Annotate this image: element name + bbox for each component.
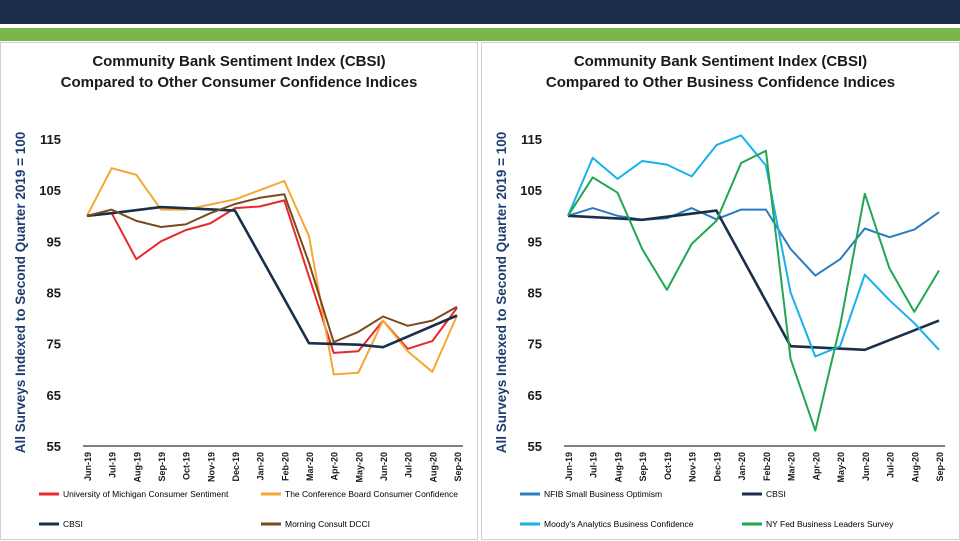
- chart-title-line1: Community Bank Sentiment Index (CBSI): [92, 53, 386, 70]
- x-tick-label: Jul-20: [404, 452, 414, 478]
- legend-label: Morning Consult DCCI: [285, 519, 370, 529]
- x-tick-label: Jan-20: [256, 452, 266, 481]
- y-tick-label: 95: [47, 234, 61, 249]
- legend-item: CBSI: [742, 489, 786, 499]
- business-confidence-line-chart: 115 105 95 85 75 65 55 All Surveys Indexed to S…: [494, 132, 945, 529]
- y-tick-label: 75: [47, 337, 61, 352]
- x-tick-label: Apr-20: [330, 452, 340, 481]
- y-tick-label: 55: [528, 439, 542, 454]
- x-tick-label: Sep-20: [453, 452, 463, 482]
- legend-item: The Conference Board Consumer Confidence: [261, 489, 458, 499]
- x-tick-label: Jul-19: [108, 452, 118, 478]
- y-axis: 115 105 95 85 75 65 55: [520, 132, 542, 454]
- business-confidence-chart-panel: Community Bank Sentiment Index (CBSI) Co…: [481, 42, 960, 540]
- x-tick-label: Sep-19: [638, 452, 648, 482]
- y-tick-label: 75: [528, 337, 542, 352]
- x-tick-label: Nov-19: [206, 452, 216, 482]
- legend-label: CBSI: [63, 519, 83, 529]
- x-tick-label: Nov-19: [688, 452, 698, 482]
- y-tick-label: 65: [528, 388, 542, 403]
- y-axis-title: All Surveys Indexed to Second Quarter 20…: [13, 132, 28, 454]
- series-line-morning-consult-dcci: [86, 193, 458, 344]
- x-tick-label: Feb-20: [280, 452, 290, 481]
- x-tick-label: Feb-20: [762, 452, 772, 481]
- consumer-confidence-line-chart: 115 105 95 85 75 65 55 All Surveys Indexed to S…: [13, 132, 463, 529]
- series-line-moody-s-analytics-business-confidence: [567, 134, 940, 358]
- y-tick-label: 105: [39, 183, 61, 198]
- x-tick-label: Mar-20: [305, 452, 315, 481]
- legend-label: NY Fed Business Leaders Survey: [766, 519, 894, 529]
- x-tick-label: Oct-19: [182, 452, 192, 480]
- legend: University of Michigan Consumer Sentimen…: [39, 489, 458, 529]
- series-line-ny-fed-business-leaders-survey: [567, 149, 940, 432]
- y-tick-label: 85: [528, 286, 542, 301]
- y-tick-label: 115: [521, 132, 542, 147]
- y-tick-label: 85: [47, 286, 61, 301]
- legend-item: University of Michigan Consumer Sentimen…: [39, 489, 229, 499]
- x-tick-label: May-20: [354, 452, 364, 483]
- x-tick-label: Jun-20: [861, 452, 871, 481]
- y-tick-label: 65: [47, 388, 61, 403]
- series-line-the-conference-board-consumer-confidence: [86, 167, 458, 376]
- chart-title-line2: Compared to Other Consumer Confidence In…: [60, 74, 418, 91]
- x-axis: Jun-19 Jul-19 Aug-19 Sep-19 Oct-19 Nov-19 Dec-…: [83, 452, 463, 483]
- x-tick-label: Aug-20: [428, 452, 438, 483]
- legend-item: NY Fed Business Leaders Survey: [742, 519, 894, 529]
- y-axis: 115 105 95 85 75 65 55: [39, 132, 61, 454]
- x-tick-label: Aug-20: [910, 452, 920, 483]
- x-tick-label: May-20: [836, 452, 846, 483]
- x-tick-label: Jun-20: [379, 452, 389, 481]
- legend-item: Morning Consult DCCI: [261, 519, 370, 529]
- y-tick-label: 55: [47, 439, 61, 454]
- x-axis: Jun-19 Jul-19 Aug-19 Sep-19 Oct-19 Nov-19 Dec-…: [564, 452, 945, 483]
- legend-label: CBSI: [766, 489, 786, 499]
- y-tick-label: 115: [40, 132, 61, 147]
- x-tick-label: Sep-19: [157, 452, 167, 482]
- chart-title: Community Bank Sentiment Index (CBSI) Co…: [1, 51, 477, 93]
- x-tick-label: Jun-19: [564, 452, 574, 481]
- x-tick-label: Sep-20: [935, 452, 945, 482]
- header-green-band: [0, 28, 960, 41]
- legend-item: CBSI: [39, 519, 83, 529]
- legend-item: NFIB Small Business Optimism: [520, 489, 662, 499]
- x-tick-label: Jun-19: [83, 452, 93, 481]
- chart-title-line1: Community Bank Sentiment Index (CBSI): [573, 53, 868, 70]
- chart-title: Community Bank Sentiment Index (CBSI) Co…: [482, 51, 959, 93]
- header-navy-band: [0, 0, 960, 24]
- legend: NFIB Small Business Optimism CBSI Moody's …: [520, 489, 894, 529]
- y-tick-label: 105: [520, 183, 542, 198]
- x-tick-label: Aug-19: [132, 452, 142, 483]
- y-tick-label: 95: [528, 234, 542, 249]
- x-tick-label: Jan-20: [737, 452, 747, 481]
- legend-label: University of Michigan Consumer Sentimen…: [63, 489, 229, 499]
- x-tick-label: Dec-19: [712, 452, 722, 482]
- x-tick-label: Oct-19: [663, 452, 673, 480]
- legend-label: NFIB Small Business Optimism: [544, 489, 662, 499]
- x-tick-label: Dec-19: [231, 452, 241, 482]
- consumer-confidence-chart-panel: Community Bank Sentiment Index (CBSI) Co…: [0, 42, 478, 540]
- legend-item: Moody's Analytics Business Confidence: [520, 519, 694, 529]
- x-tick-label: Jul-19: [589, 452, 599, 478]
- header-white-stripe: [0, 24, 960, 28]
- x-tick-label: Aug-19: [613, 452, 623, 483]
- x-tick-label: Mar-20: [787, 452, 797, 481]
- legend-label: Moody's Analytics Business Confidence: [544, 519, 694, 529]
- y-axis-title: All Surveys Indexed to Second Quarter 20…: [494, 132, 509, 454]
- legend-label: The Conference Board Consumer Confidence: [285, 489, 458, 499]
- series-line-cbsi: [567, 209, 940, 352]
- chart-title-line2: Compared to Other Business Confidence In…: [545, 74, 896, 91]
- x-tick-label: Apr-20: [811, 452, 821, 481]
- series-line-cbsi: [86, 205, 458, 349]
- x-tick-label: Jul-20: [886, 452, 896, 478]
